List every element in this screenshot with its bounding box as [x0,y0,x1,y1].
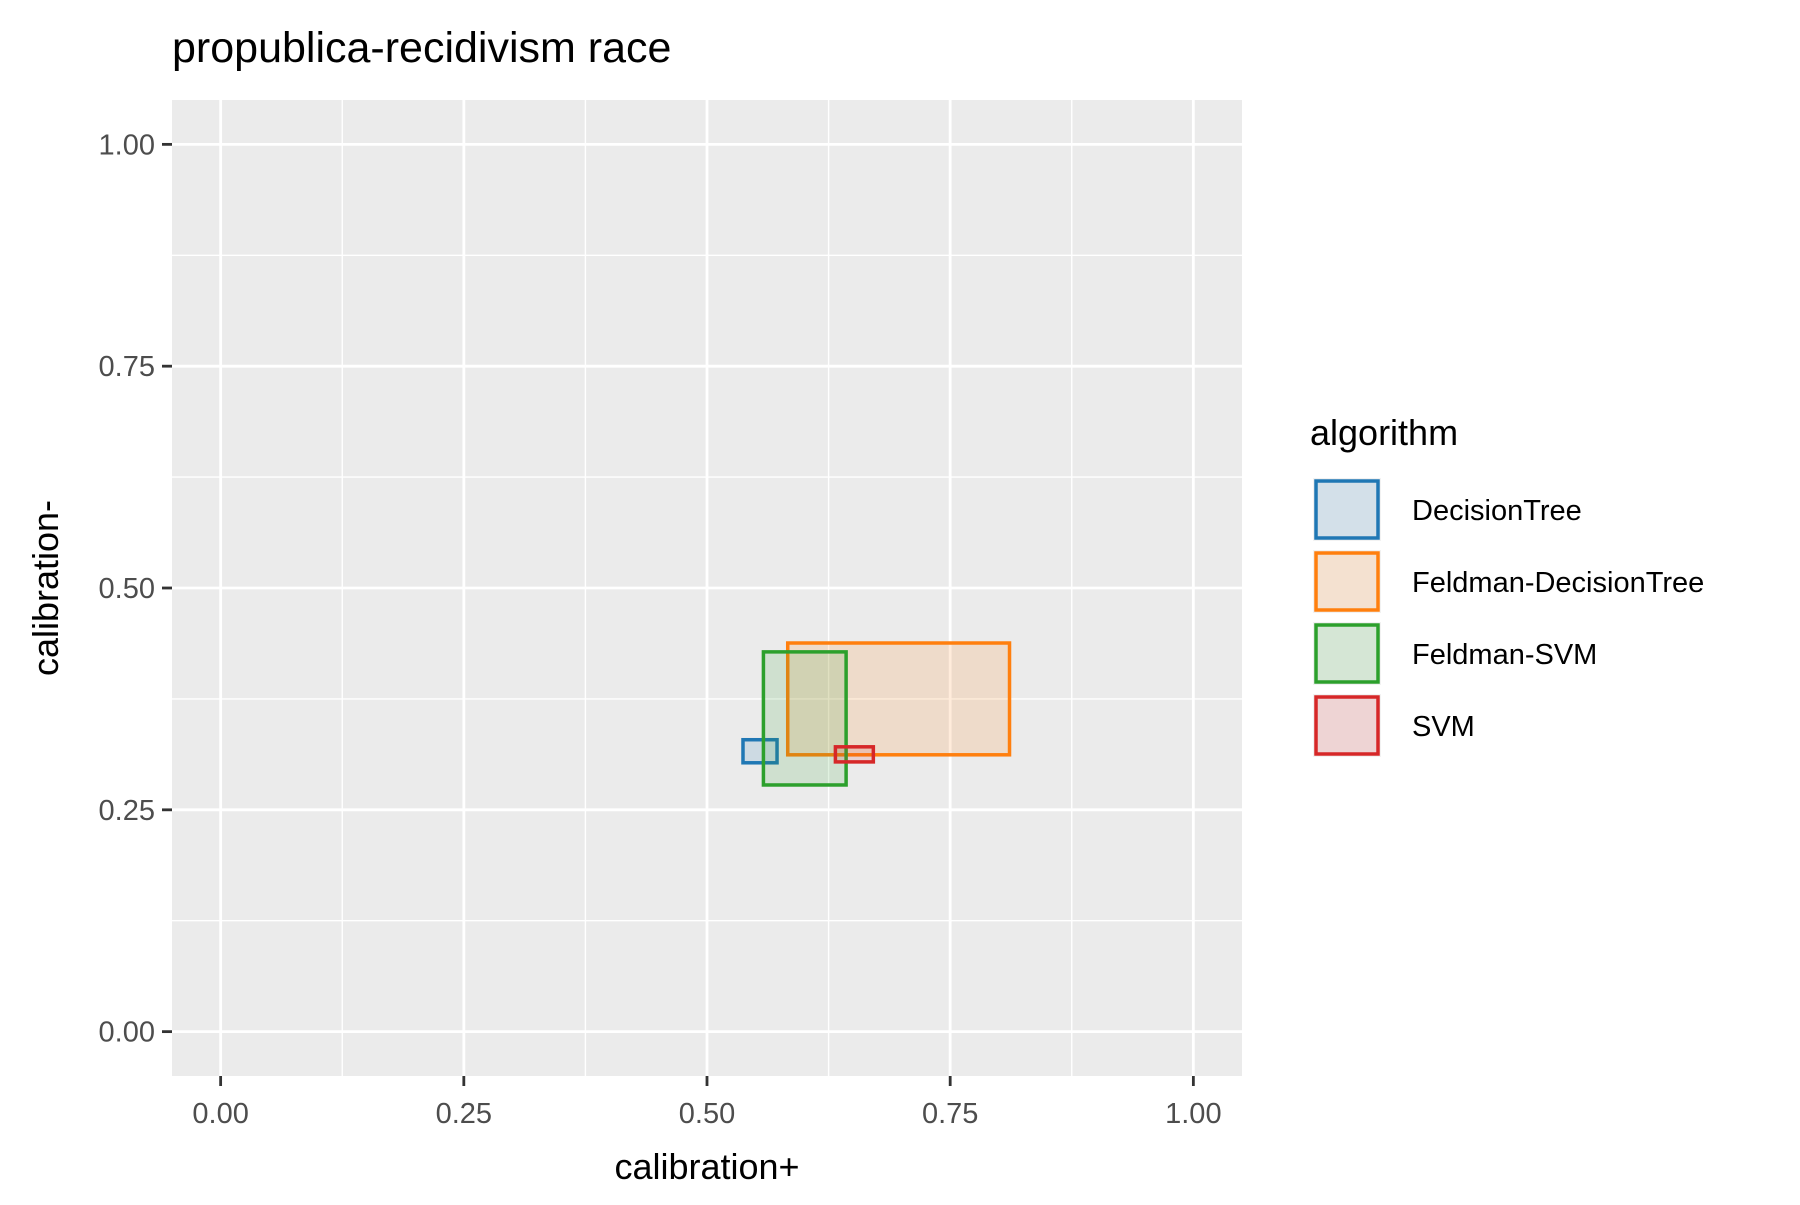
y-axis-title: calibration- [25,500,66,676]
x-tick-label: 0.00 [192,1098,248,1130]
legend: algorithm DecisionTree Feldman-DecisionTr… [1310,412,1704,757]
legend-label-svm: SVM [1412,711,1475,743]
rect-decisiontree [741,737,779,765]
legend-key-bg [1313,550,1381,613]
x-tick-label: 1.00 [1165,1098,1221,1130]
y-tick-label: 0.00 [99,1017,155,1049]
legend-key-bg [1313,694,1381,757]
legend-key-feldman-svm [1314,623,1380,684]
rect-feldman-svm [761,650,848,787]
legend-key-bg [1313,622,1381,685]
x-tick-label: 0.75 [922,1098,978,1130]
legend-title: algorithm [1310,412,1458,453]
y-tick-label: 0.50 [99,573,155,605]
legend-key-bg [1313,478,1381,541]
legend-label-decisiontree: DecisionTree [1412,495,1582,527]
legend-key-decisiontree [1314,479,1380,540]
y-tick-label: 1.00 [99,129,155,161]
data-rects [741,641,1012,787]
legend-label-feldman-decisiontree: Feldman-DecisionTree [1412,567,1704,599]
y-tick-label: 0.75 [99,351,155,383]
legend-key-feldman-decisiontree [1314,551,1380,612]
x-tick-label: 0.25 [436,1098,492,1130]
legend-label-feldman-svm: Feldman-SVM [1412,639,1597,671]
x-axis: 0.00 0.25 0.50 0.75 1.00 [192,1076,1222,1130]
grid-major [172,100,1242,1076]
rect-feldman-decisiontree [785,641,1012,757]
legend-items: DecisionTree Feldman-DecisionTree Feldman-… [1313,478,1704,757]
legend-key-svm [1314,695,1380,756]
x-tick-label: 0.50 [679,1098,735,1130]
y-axis: 0.00 0.25 0.50 0.75 1.00 [99,129,172,1049]
y-tick-label: 0.25 [99,795,155,827]
chart-title: propublica-recidivism race [172,24,671,72]
x-axis-title: calibration+ [614,1146,799,1187]
rect-svm [833,745,876,764]
